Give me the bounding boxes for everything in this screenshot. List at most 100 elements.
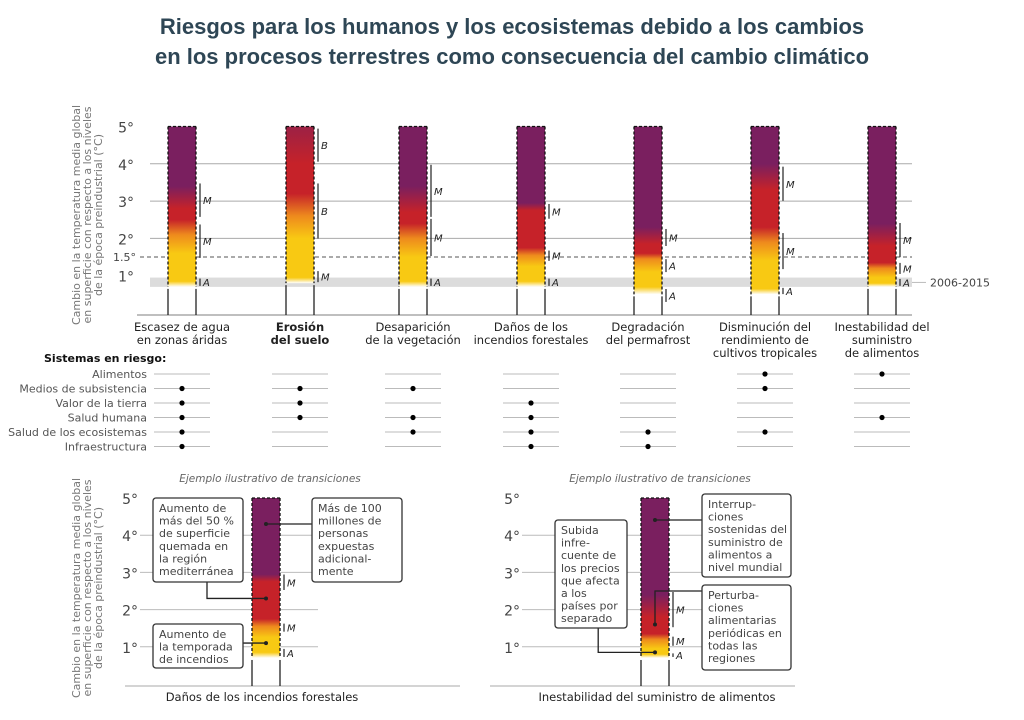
callout-leader-line: [206, 582, 266, 600]
risk-bar: [168, 126, 196, 287]
bar-label: cultivos tropicales: [713, 346, 817, 360]
y-axis-title-line: de la época preindustrial (°C): [92, 507, 105, 669]
reference-band-label: 2006-2015: [930, 276, 990, 289]
y-axis-title: Cambio en la temperatura media globalen …: [70, 105, 105, 325]
callout-text: Subida: [561, 524, 599, 537]
bar-label: del suelo: [271, 333, 330, 347]
system-at-risk-dot: [528, 414, 534, 421]
confidence-level-label: M: [903, 264, 912, 275]
callout-text: Aumento de: [159, 628, 226, 641]
bar-label: del permafrost: [606, 333, 691, 347]
system-at-risk-dot: [528, 429, 534, 435]
system-row-label: Alimentos: [92, 368, 147, 381]
system-at-risk-dot: [645, 443, 651, 450]
confidence-level-label: M: [287, 624, 296, 635]
callout-text: todas las: [708, 639, 758, 652]
panel-subtitle: Ejemplo ilustrativo de transiciones: [569, 473, 751, 485]
callout-text: Aumento de: [159, 502, 226, 515]
callout-leader-line: [654, 590, 702, 625]
bar-label: Inestabilidad del: [834, 320, 929, 334]
callout-text: ciones: [708, 511, 744, 524]
panel-label: Daños de los incendios forestales: [166, 690, 359, 704]
callout-text: países por: [561, 600, 618, 613]
y-tick-label: 2°: [122, 604, 138, 620]
callout-text: infre-: [561, 537, 590, 550]
callout-box: [152, 497, 244, 583]
system-at-risk-dot: [179, 429, 185, 435]
y-axis-title-line: Cambio en la temperatura media global: [70, 478, 83, 698]
system-row-label: Medios de subsistencia: [19, 383, 147, 396]
callout-leader-dot: [653, 518, 657, 522]
callout-box: [311, 497, 403, 583]
callout-text: de superficie: [159, 527, 230, 540]
confidence-level-label: M: [786, 247, 795, 258]
y-tick-label: 4°: [122, 529, 138, 545]
confidence-level-label: M: [552, 252, 561, 263]
callout-text: más del 50 %: [159, 515, 234, 528]
callout-leader-dot: [653, 622, 657, 627]
system-at-risk-dot: [879, 414, 885, 421]
bar-label: Daños de los: [494, 320, 568, 334]
y-axis-title-line: Cambio en la temperatura media global: [70, 105, 83, 325]
system-row-label: Salud humana: [68, 412, 147, 425]
confidence-level-label: M: [203, 237, 212, 248]
system-at-risk-dot: [528, 400, 534, 406]
callout-text: quemada en: [159, 540, 228, 553]
y-tick-label: 4°: [118, 158, 134, 174]
callout-box: [701, 493, 792, 578]
callout-text: periódicas en: [708, 627, 782, 640]
system-at-risk-dot: [410, 385, 416, 392]
bar-label: Disminución del: [719, 320, 811, 334]
systems-header: Sistemas en riesgo:: [44, 352, 166, 365]
system-at-risk-dot: [762, 371, 768, 377]
confidence-level-label: A: [668, 291, 676, 302]
bar-label: de alimentos: [845, 346, 920, 360]
system-at-risk-dot: [762, 385, 768, 392]
callout-text: mediterránea: [159, 565, 234, 578]
callout-box: [701, 584, 792, 671]
callout-text: a los: [561, 587, 587, 600]
y-tick-label: 5°: [118, 121, 134, 137]
system-at-risk-dot: [179, 443, 185, 450]
confidence-level-label: M: [676, 606, 685, 617]
confidence-level-label: A: [202, 278, 210, 289]
bar-label: Escasez de agua: [134, 320, 230, 334]
system-at-risk-dot: [179, 385, 185, 392]
system-at-risk-dot: [297, 385, 303, 392]
panel-subtitle: Ejemplo ilustrativo de transiciones: [179, 473, 361, 485]
system-at-risk-dot: [410, 414, 416, 421]
callout-text: Perturba-: [708, 589, 759, 602]
callout-text: personas: [318, 527, 368, 540]
bar-label: rendimiento de: [721, 333, 809, 347]
system-at-risk-dot: [528, 443, 534, 450]
confidence-level-label: M: [321, 273, 330, 284]
confidence-level-label: A: [286, 649, 294, 660]
system-at-risk-dot: [762, 429, 768, 435]
callout-text: separado: [561, 612, 612, 625]
confidence-level-label: B: [321, 207, 328, 218]
callout-text: la temporada: [159, 641, 233, 654]
callout-text: cuente de: [561, 549, 616, 562]
y-tick-label: 1.5°: [113, 251, 136, 264]
system-at-risk-dot: [179, 400, 185, 406]
callout-leader-dot: [264, 641, 268, 646]
title-line-2: en los procesos terrestres como consecue…: [154, 44, 870, 69]
figure-title: Riesgos para los humanos y los ecosistem…: [0, 12, 1024, 72]
callout-text: que afecta: [561, 574, 620, 587]
confidence-level-label: A: [668, 262, 676, 273]
confidence-level-label: A: [551, 278, 559, 289]
callout-text: de incendios: [159, 653, 229, 666]
y-tick-label: 1°: [118, 270, 134, 286]
y-tick-label: 5°: [122, 492, 138, 508]
confidence-level-label: A: [785, 287, 793, 298]
y-tick-label: 2°: [504, 604, 520, 620]
confidence-level-label: M: [903, 236, 912, 247]
system-at-risk-dot: [179, 414, 185, 421]
panel-label: Inestabilidad del suministro de alimento…: [538, 690, 775, 704]
y-axis-title-line: de la época preindustrial (°C): [92, 134, 105, 296]
system-row-label: Infraestructura: [65, 441, 147, 454]
confidence-level-label: A: [902, 278, 910, 289]
callout-text: la región: [159, 552, 207, 565]
callout-text: regiones: [708, 652, 756, 665]
system-at-risk-dot: [645, 429, 651, 435]
